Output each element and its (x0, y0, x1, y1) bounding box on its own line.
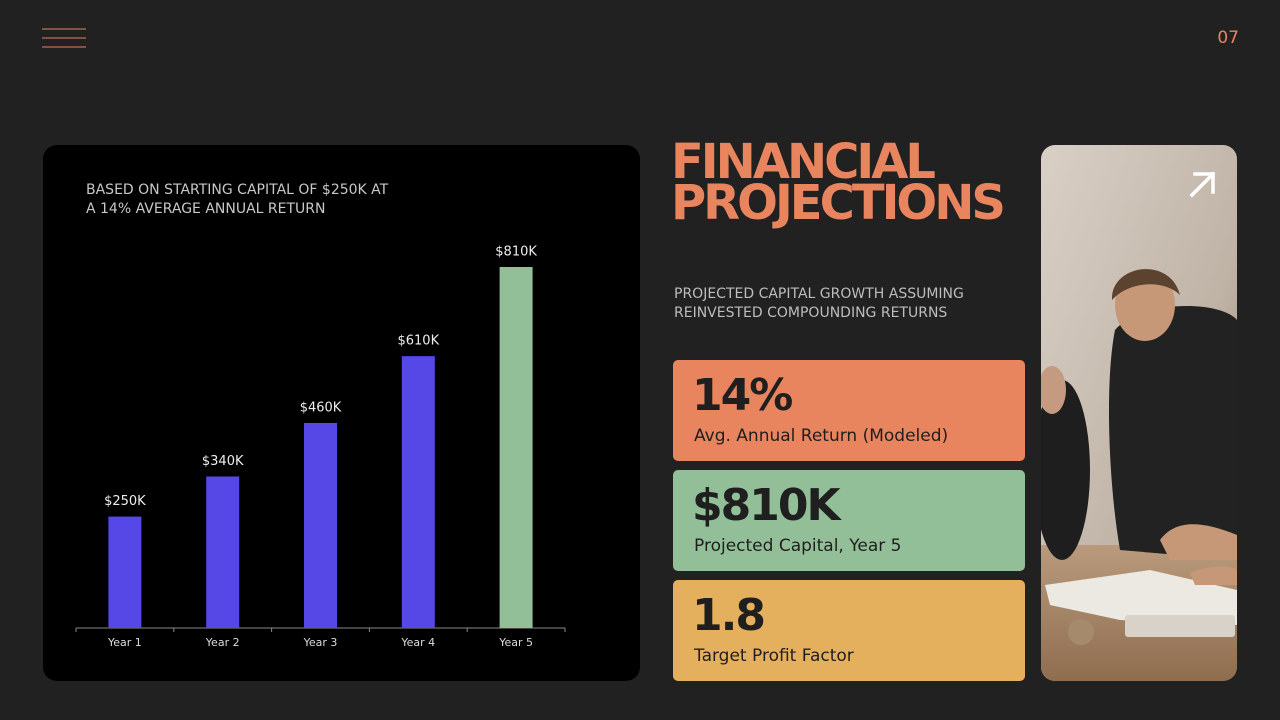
bar (304, 422, 337, 628)
data-label: $460K (300, 400, 342, 415)
x-tick-label: Year 5 (498, 636, 533, 649)
bar (401, 356, 435, 628)
menu-icon (42, 28, 86, 48)
data-label: $810K (495, 245, 537, 260)
x-tick-label: Year 3 (303, 636, 338, 649)
stat-cards: 14% Avg. Annual Return (Modeled) $810K Proj… (673, 360, 1025, 681)
chart: BASED ON STARTING CAPITAL OF $250K AT A 1… (75, 182, 566, 649)
bar (499, 267, 533, 628)
x-tick-label: Year 1 (107, 636, 142, 649)
heading-line: PROJECTIONS (671, 175, 1003, 231)
stat-value: $810K (692, 480, 842, 531)
photo (1041, 145, 1237, 681)
stat-value: 1.8 (692, 590, 764, 641)
chart-subtitle: A 14% AVERAGE ANNUAL RETURN (86, 201, 326, 217)
data-label: $610K (397, 334, 439, 349)
stat-label: Projected Capital, Year 5 (694, 536, 901, 556)
stat-value: 14% (692, 370, 792, 421)
chart-panel (43, 145, 640, 681)
x-tick-label: Year 2 (205, 636, 240, 649)
arrow-icon (1189, 171, 1216, 198)
description-line: REINVESTED COMPOUNDING RETURNS (674, 305, 947, 321)
bar (206, 476, 240, 628)
data-label: $340K (202, 454, 244, 469)
heading-line: FINANCIAL (671, 134, 935, 190)
page-number: 07 (1217, 28, 1239, 48)
data-label: $250K (104, 494, 146, 509)
description-line: PROJECTED CAPITAL GROWTH ASSUMING (674, 286, 964, 302)
bar (108, 516, 142, 628)
x-tick-label: Year 4 (400, 636, 435, 649)
stat-label: Target Profit Factor (693, 646, 854, 666)
stat-label: Avg. Annual Return (Modeled) (694, 426, 948, 446)
stat-card (673, 580, 1025, 681)
stat-card (673, 360, 1025, 461)
stat-card (673, 470, 1025, 571)
chart-subtitle: BASED ON STARTING CAPITAL OF $250K AT (86, 182, 389, 198)
